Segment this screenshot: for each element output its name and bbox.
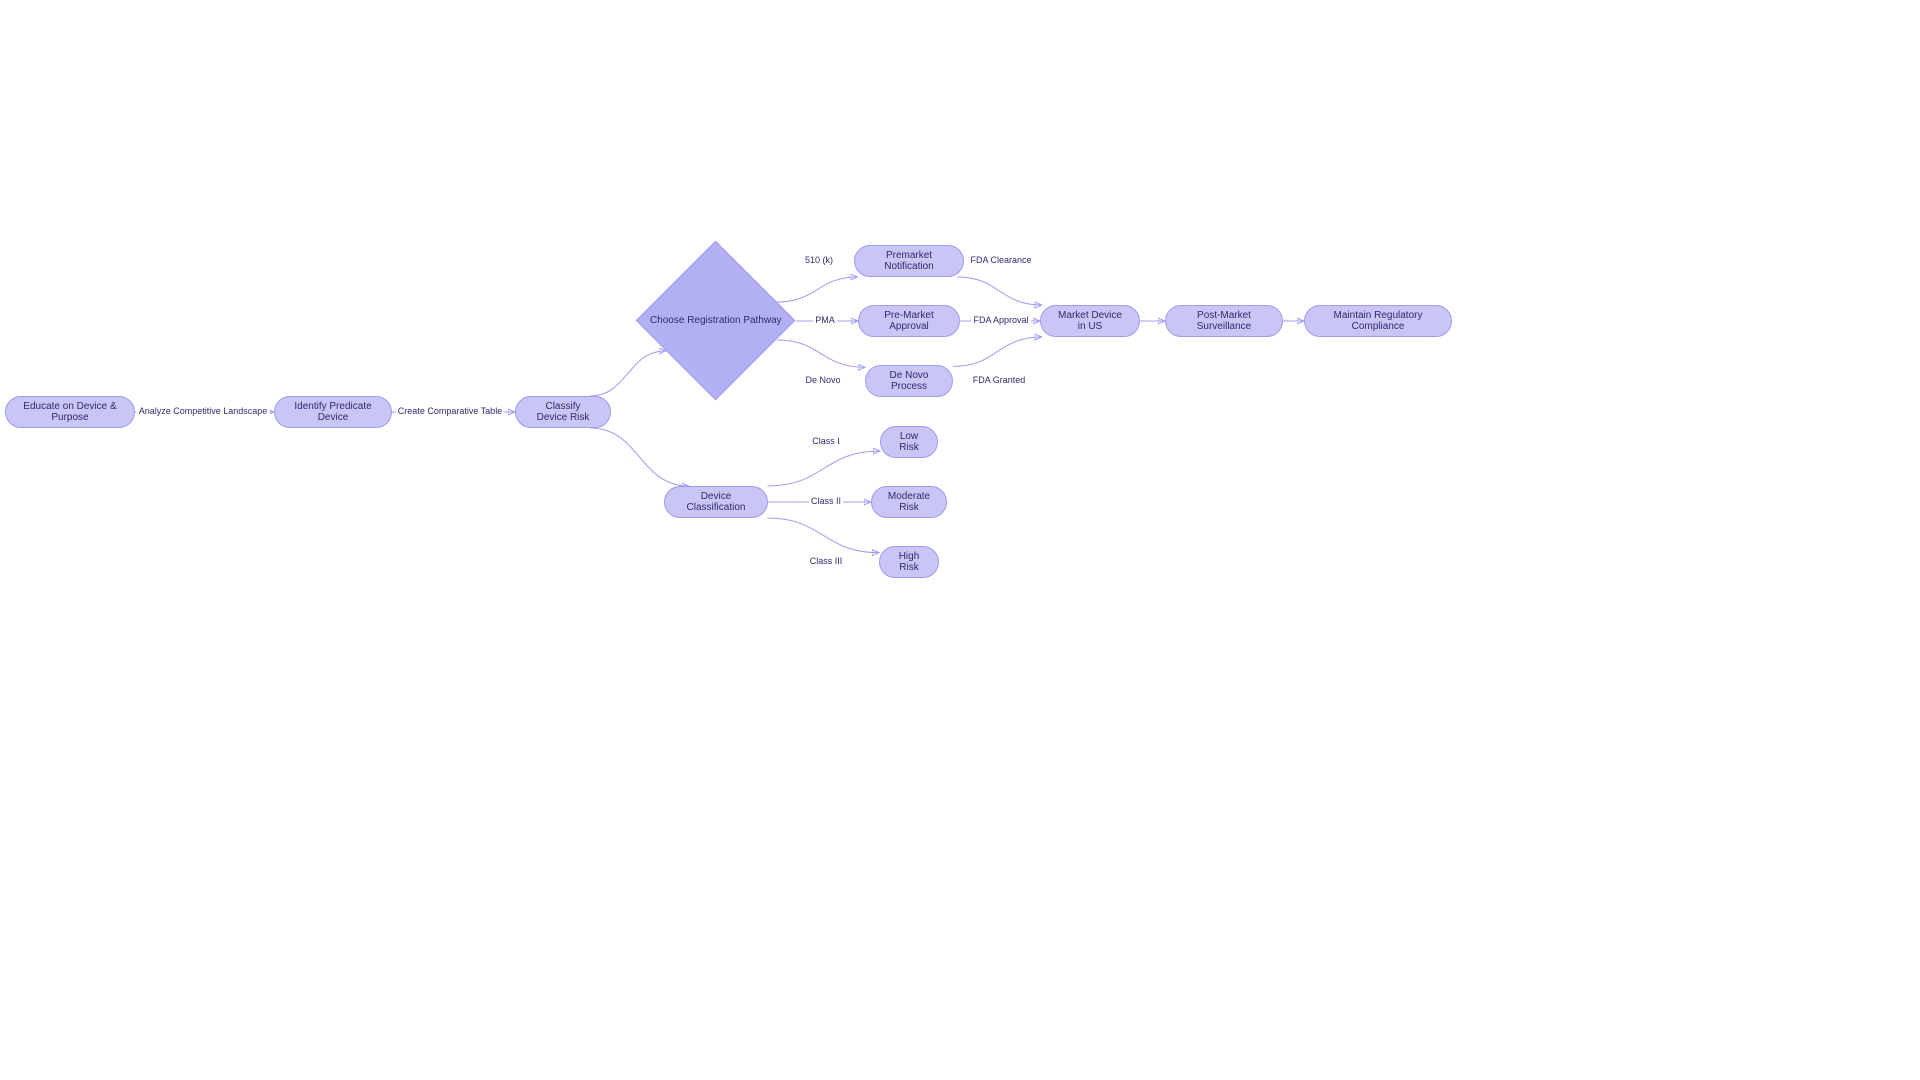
node-n13: Post-Market Surveillance [1165,305,1283,337]
edge-n4-n5 [777,277,858,302]
node-n4: Choose Registration Pathway [636,241,796,401]
node-n9: Low Risk [880,426,938,458]
edge-label: Create Comparative Table [396,406,504,416]
edge-label: De Novo [803,375,842,385]
edge-label: FDA Approval [971,315,1030,325]
node-n5: Premarket Notification [854,245,964,277]
edge-n8-n9 [767,451,880,486]
node-n12: Market Device in US [1040,305,1140,337]
node-n10: Moderate Risk [871,486,947,518]
edge-label: Analyze Competitive Landscape [137,406,270,416]
node-n7: De Novo Process [865,365,953,397]
edge-label: Class II [809,496,843,506]
edge-n8-n11 [767,518,879,553]
node-n14: Maintain Regulatory Compliance [1304,305,1452,337]
node-n6: Pre-Market Approval [858,305,960,337]
node-label: Choose Registration Pathway [650,315,782,326]
edge-label: FDA Granted [971,375,1028,385]
edge-n4-n7 [777,340,865,367]
edge-label: Class III [808,556,845,566]
node-n3: Classify Device Risk [515,396,611,428]
edge-n5-n12 [957,277,1041,305]
edges-layer [0,0,1920,1080]
edge-label: 510 (k) [803,255,835,265]
node-n2: Identify Predicate Device [274,396,392,428]
edge-label: FDA Clearance [968,255,1033,265]
node-n1: Educate on Device & Purpose [5,396,135,428]
edge-label: PMA [813,315,837,325]
node-n11: High Risk [879,546,939,578]
edge-n3-n4 [590,351,666,396]
edge-n3-n8 [590,428,689,486]
edge-label: Class I [810,436,842,446]
node-n8: Device Classification [664,486,768,518]
edge-n7-n12 [953,337,1042,366]
